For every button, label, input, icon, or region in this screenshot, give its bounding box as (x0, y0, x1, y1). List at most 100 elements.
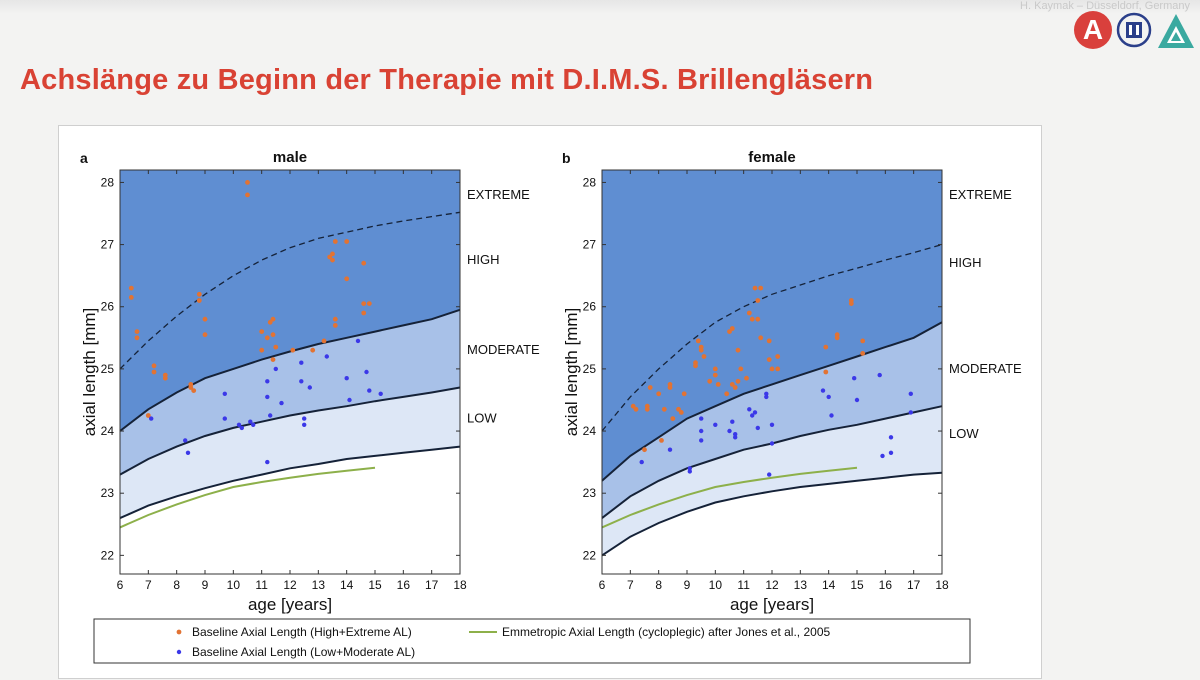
y-tick-label: 26 (583, 300, 597, 314)
low-moderate-point (324, 354, 329, 359)
high-extreme-point (128, 285, 134, 291)
high-extreme-point (196, 298, 202, 303)
high-extreme-point (766, 357, 772, 362)
low-moderate-point (854, 397, 860, 403)
high-extreme-point (755, 298, 761, 303)
panel-letter: b (562, 150, 571, 166)
legend-label-low: Baseline Axial Length (Low+Moderate AL) (192, 645, 415, 659)
high-extreme-point (202, 332, 208, 338)
x-tick-label: 13 (794, 578, 808, 592)
high-extreme-point (698, 347, 704, 353)
high-extreme-point (188, 385, 194, 390)
low-moderate-point (727, 428, 732, 434)
x-tick-label: 13 (312, 578, 326, 592)
low-moderate-point (829, 413, 834, 418)
low-moderate-point (699, 416, 704, 421)
high-extreme-point (775, 366, 781, 372)
high-extreme-point (735, 347, 741, 353)
emmetropic-line (601, 466, 858, 529)
x-tick-label: 18 (453, 578, 467, 592)
low-moderate-point (239, 425, 244, 431)
x-axis-label: age [years] (730, 595, 814, 614)
high-extreme-point (701, 354, 707, 359)
high-extreme-point (758, 285, 764, 291)
low-moderate-point (307, 385, 312, 390)
boundary-extreme-dashed-curve (119, 211, 461, 370)
high-extreme-point (642, 447, 647, 453)
y-tick-label: 24 (583, 424, 597, 438)
chart-figure: 6 7 8 9 10 11 12 13 14 15 16 17 18 22 23 24 25 26 27 28 a mal… (80, 149, 1022, 664)
y-tick-label: 25 (583, 362, 597, 376)
low-moderate-point (713, 422, 718, 427)
university-seal-icon (1116, 12, 1152, 48)
y-tick-label: 22 (583, 548, 597, 562)
low-moderate-point (820, 388, 826, 393)
x-tick-label: 9 (202, 578, 209, 592)
x-tick-label: 7 (145, 578, 152, 592)
high-extreme-point (330, 251, 335, 257)
y-tick-label: 28 (101, 175, 115, 189)
high-extreme-point (707, 378, 713, 384)
low-moderate-point (769, 422, 775, 427)
low-moderate-point (302, 416, 307, 421)
low-moderate-point (888, 450, 894, 455)
legend-box (93, 618, 971, 664)
x-tick-label: 10 (709, 578, 723, 592)
high-extreme-point (361, 301, 367, 306)
low-moderate-point (265, 379, 270, 384)
zone-label: MODERATE (949, 361, 1022, 376)
low-moderate-point (347, 397, 352, 403)
high-extreme-point (712, 372, 718, 378)
high-extreme-point (738, 366, 744, 372)
high-extreme-point (366, 301, 372, 306)
figure-panel: 6 7 8 9 10 11 12 13 14 15 16 17 18 22 23 24 25 26 27 28 a mal… (58, 125, 1042, 679)
low-moderate-point (733, 432, 738, 437)
high-extreme-point (245, 192, 250, 198)
low-moderate-point (251, 422, 256, 427)
high-extreme-point (860, 338, 866, 344)
low-moderate-point (747, 407, 752, 412)
low-moderate-point (265, 459, 270, 465)
low-moderate-point (877, 372, 882, 378)
legend-marker-low (176, 649, 182, 655)
zone-label: LOW (467, 411, 497, 426)
high-extreme-point (732, 385, 738, 390)
low-moderate-point (687, 466, 692, 471)
high-extreme-point (134, 329, 140, 334)
high-extreme-point (344, 276, 350, 282)
high-extreme-point (245, 180, 250, 185)
high-extreme-point (151, 369, 157, 375)
low-moderate-point (888, 435, 894, 440)
low-moderate-point (364, 369, 369, 375)
high-extreme-point (729, 382, 735, 387)
low-moderate-point (355, 338, 361, 344)
top-band (0, 0, 1200, 14)
author-credit: H. Kaymak – Düsseldorf, Germany (1020, 0, 1190, 12)
high-extreme-point (659, 438, 664, 443)
boundary-low-curve (119, 445, 461, 520)
high-extreme-point (729, 326, 735, 331)
chart-panel-1: 6 7 8 9 10 11 12 13 14 15 16 17 18 22 23 24 25 26 27 28 a mal… (80, 149, 540, 614)
x-tick-label: 16 (397, 578, 411, 592)
x-axis-label: age [years] (248, 595, 332, 614)
high-extreme-point (661, 406, 667, 412)
high-extreme-point (332, 239, 338, 244)
high-extreme-point (264, 335, 270, 341)
low-moderate-point (279, 400, 284, 406)
zone-label: MODERATE (467, 342, 540, 357)
x-tick-label: 11 (255, 578, 268, 592)
zone-high-extreme (602, 170, 942, 481)
low-moderate-point (730, 419, 735, 424)
x-tick-label: 17 (907, 578, 921, 592)
high-extreme-point (191, 388, 197, 393)
low-moderate-point (222, 391, 227, 396)
high-extreme-point (758, 335, 764, 341)
low-moderate-point (687, 469, 692, 474)
low-moderate-point (667, 447, 673, 452)
high-extreme-point (676, 406, 681, 412)
boundary-high-curve (119, 308, 461, 432)
high-extreme-point (823, 344, 829, 350)
high-extreme-point (681, 391, 687, 397)
x-tick-label: 17 (425, 578, 439, 592)
high-extreme-point (644, 406, 650, 412)
